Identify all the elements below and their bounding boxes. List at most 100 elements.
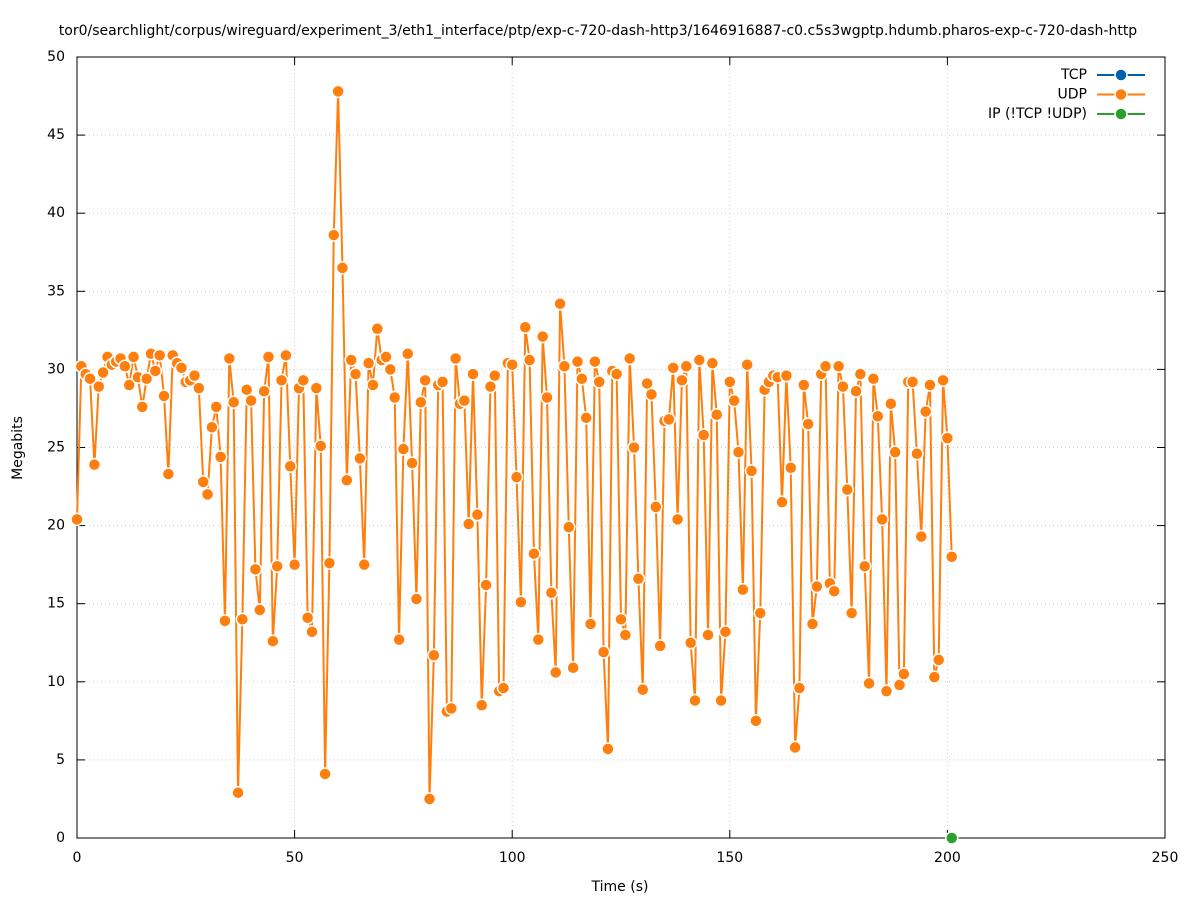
- data-point: [544, 586, 559, 600]
- data-point: [570, 354, 585, 369]
- data-point: [444, 701, 459, 716]
- data-point: [797, 378, 811, 392]
- data-point: [87, 457, 102, 472]
- data-point: [945, 831, 959, 845]
- x-tick-label: 150: [716, 850, 743, 866]
- data-point: [727, 393, 741, 408]
- data-point: [192, 381, 206, 395]
- series-line: [76, 91, 953, 799]
- data-point: [740, 357, 754, 372]
- data-point: [718, 625, 733, 639]
- data-point: [518, 320, 533, 334]
- plot-frame: [76, 56, 1166, 839]
- data-point: [383, 362, 398, 377]
- data-point: [248, 562, 263, 577]
- data-point: [422, 792, 437, 806]
- data-point: [209, 400, 224, 414]
- data-point: [840, 482, 855, 497]
- data-point: [857, 559, 872, 573]
- data-point: [905, 375, 920, 389]
- data-point: [261, 350, 276, 364]
- data-point: [279, 348, 293, 363]
- data-point: [662, 412, 676, 427]
- data-point: [479, 578, 493, 592]
- data-point: [810, 579, 824, 594]
- data-point: [118, 359, 132, 374]
- data-point: [266, 634, 280, 648]
- data-point: [884, 397, 898, 411]
- data-point: [918, 404, 933, 419]
- legend-marker: [1114, 68, 1128, 82]
- y-tick-label: 15: [47, 596, 65, 612]
- data-point: [152, 348, 167, 363]
- data-point: [370, 322, 385, 336]
- data-point: [596, 645, 611, 659]
- data-point: [709, 407, 724, 422]
- y-tick-label: 35: [47, 283, 65, 299]
- data-point: [927, 670, 942, 684]
- data-point: [701, 628, 715, 642]
- y-tick-label: 5: [56, 752, 65, 768]
- data-point: [679, 359, 694, 374]
- data-point: [253, 603, 267, 617]
- data-point: [357, 557, 371, 572]
- data-point: [96, 365, 110, 380]
- data-point: [466, 367, 480, 381]
- data-point: [831, 359, 846, 374]
- data-point: [296, 373, 311, 388]
- data-point: [749, 714, 763, 728]
- data-point: [592, 375, 606, 389]
- data-point: [300, 611, 315, 625]
- data-point: [505, 357, 519, 372]
- data-point: [309, 381, 324, 395]
- data-point: [670, 512, 685, 527]
- data-point: [910, 446, 924, 461]
- data-point: [736, 582, 750, 597]
- data-point: [313, 439, 328, 453]
- data-point: [270, 559, 284, 573]
- data-point: [461, 517, 476, 531]
- data-point: [875, 512, 889, 527]
- x-tick-label: 100: [499, 850, 526, 866]
- data-point: [540, 390, 554, 405]
- data-point: [361, 356, 376, 370]
- data-point: [126, 350, 141, 364]
- legend-label: TCP: [1060, 67, 1087, 83]
- data-point: [327, 228, 341, 242]
- data-point: [392, 632, 406, 647]
- data-point: [653, 639, 667, 653]
- data-point: [340, 473, 354, 488]
- x-tick-label: 50: [286, 850, 304, 866]
- data-point: [496, 681, 511, 695]
- data-point: [488, 368, 502, 383]
- data-point: [531, 632, 546, 647]
- data-point: [213, 450, 228, 464]
- data-point: [631, 571, 646, 586]
- data-point: [553, 297, 567, 311]
- data-point: [401, 347, 415, 361]
- data-point: [174, 361, 189, 375]
- data-point: [588, 354, 602, 369]
- data-point: [783, 461, 798, 475]
- data-point: [196, 475, 210, 489]
- data-point: [805, 617, 820, 631]
- data-point: [788, 740, 802, 755]
- data-point: [427, 648, 441, 662]
- data-point: [318, 767, 332, 781]
- legend-marker: [1114, 87, 1128, 102]
- data-point: [257, 384, 271, 399]
- chart-title: tor0/searchlight/corpus/wireguard/experi…: [59, 23, 1138, 39]
- data-point: [366, 378, 380, 392]
- data-point: [148, 364, 163, 378]
- y-tick-label: 45: [47, 127, 65, 143]
- data-point: [522, 353, 537, 367]
- data-point: [609, 367, 624, 381]
- data-point: [457, 393, 472, 408]
- data-point: [866, 372, 881, 386]
- data-point: [305, 625, 319, 639]
- data-point: [335, 261, 350, 275]
- y-tick-label: 40: [47, 205, 65, 221]
- data-point: [853, 367, 868, 381]
- data-point: [753, 606, 768, 620]
- x-tick-label: 250: [1152, 850, 1179, 866]
